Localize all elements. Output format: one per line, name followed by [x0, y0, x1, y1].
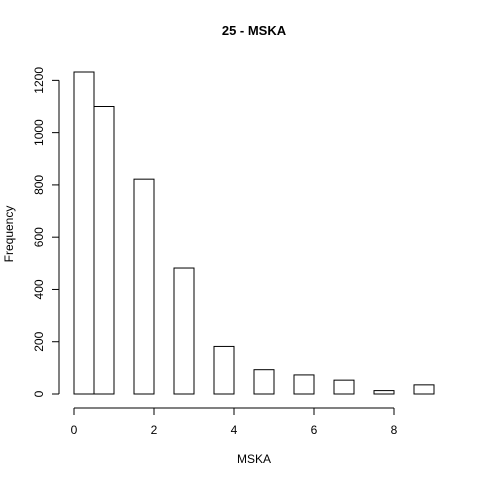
histogram-bar	[133, 178, 155, 395]
histogram-bar	[173, 267, 195, 395]
y-tick-label: 0	[32, 390, 46, 397]
histogram-bar	[293, 374, 315, 395]
x-axis-label: MSKA	[237, 452, 271, 466]
y-axis: 0 200 400 600 800 1000 1200	[32, 67, 60, 397]
histogram-bar	[73, 71, 95, 395]
y-tick-label: 600	[32, 227, 46, 247]
chart-title: 25 - MSKA	[222, 23, 287, 38]
x-axis: 0 2 4 6 8	[71, 407, 398, 437]
histogram-bar	[373, 390, 395, 395]
y-tick-label: 1000	[32, 119, 46, 146]
x-tick-label: 4	[231, 423, 238, 437]
y-tick-label: 1200	[32, 67, 46, 94]
y-axis-label: Frequency	[2, 206, 16, 263]
y-tick-label: 200	[32, 331, 46, 351]
x-tick-label: 8	[391, 423, 398, 437]
histogram-bar	[93, 106, 115, 395]
y-tick-label: 400	[32, 279, 46, 299]
histogram-bar	[333, 379, 355, 395]
histogram-bar	[213, 345, 235, 395]
histogram-bar	[413, 384, 435, 395]
bars-group	[73, 71, 435, 395]
x-tick-label: 6	[311, 423, 318, 437]
y-tick-label: 800	[32, 175, 46, 195]
x-tick-label: 0	[71, 423, 78, 437]
histogram-bar	[253, 369, 275, 395]
x-tick-label: 2	[151, 423, 158, 437]
